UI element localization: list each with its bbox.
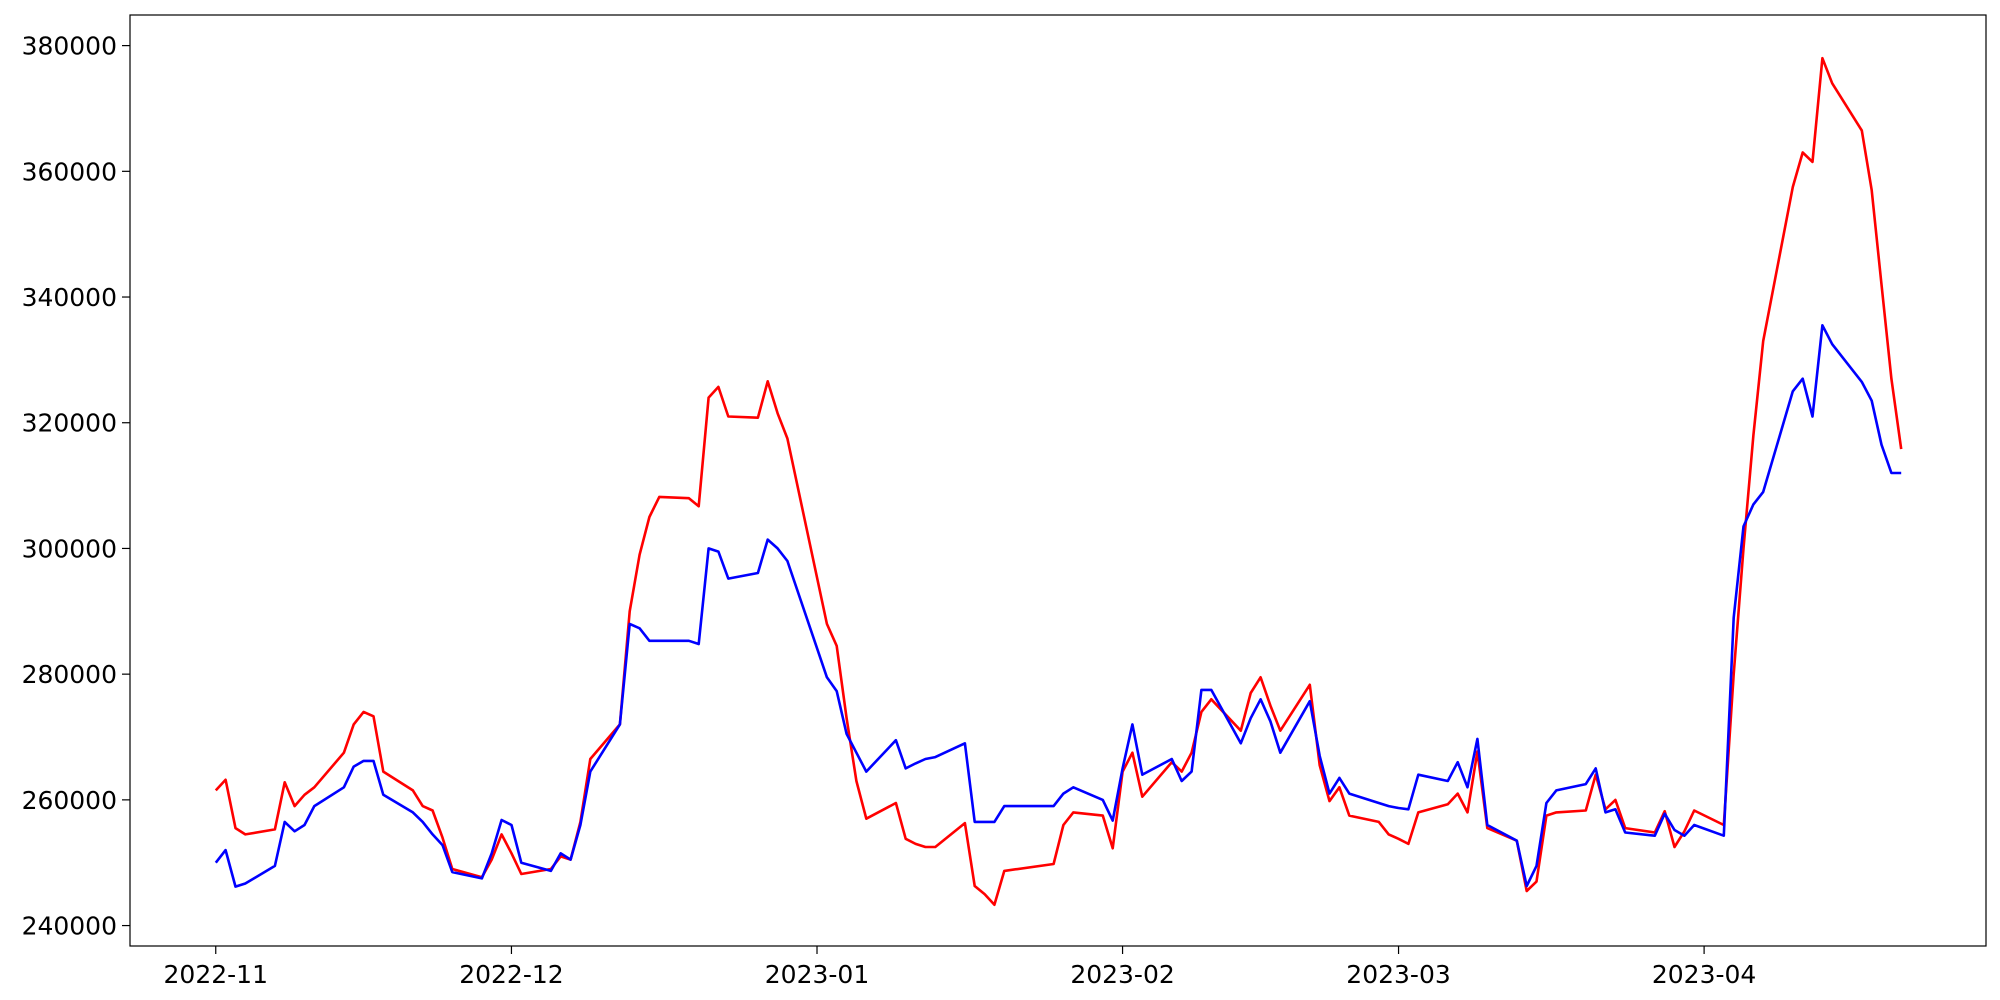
plot-frame	[129, 14, 1987, 947]
y-tick-label: 360000	[22, 157, 117, 186]
x-tick-label: 2023-03	[1346, 960, 1450, 989]
x-tick-label: 2023-04	[1652, 960, 1756, 989]
y-tick-label: 380000	[22, 32, 117, 61]
y-tick-label: 300000	[22, 534, 117, 563]
y-tick-label: 320000	[22, 409, 117, 438]
y-tick-label: 280000	[22, 660, 117, 689]
line-series	[214, 324, 1902, 888]
y-tick-label: 260000	[22, 786, 117, 815]
y-tick-label: 240000	[22, 912, 117, 941]
x-tick-label: 2023-01	[765, 960, 869, 989]
x-tick-label: 2022-11	[164, 960, 268, 989]
x-tick-label: 2023-02	[1070, 960, 1174, 989]
x-tick-label: 2022-12	[459, 960, 563, 989]
line-series	[214, 56, 1903, 907]
y-tick-label: 340000	[22, 283, 117, 312]
